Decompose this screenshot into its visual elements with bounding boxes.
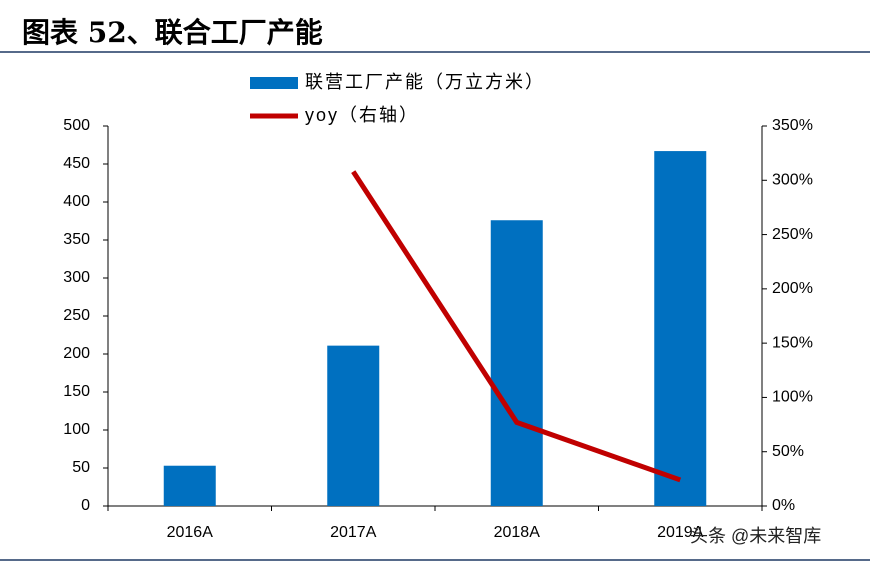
y2-tick-label: 300% — [772, 172, 813, 189]
y2-tick-label: 100% — [772, 389, 813, 406]
watermark: 头条 @未来智库 — [690, 526, 821, 546]
y2-tick-label: 200% — [772, 280, 813, 297]
bar — [327, 345, 380, 506]
y-tick-label: 400 — [63, 193, 90, 210]
y-tick-label: 500 — [63, 117, 90, 134]
y-tick-label: 350 — [63, 231, 90, 248]
y2-tick-label: 150% — [772, 334, 813, 351]
y2-tick-label: 50% — [772, 443, 804, 460]
chart-title: 图表 52、联合工厂产能 — [22, 16, 323, 49]
legend-label: yoy（右轴） — [305, 105, 419, 125]
y2-tick-label: 0% — [772, 497, 795, 514]
x-tick-label: 2018A — [494, 524, 541, 541]
y-tick-label: 450 — [63, 155, 90, 172]
x-tick-label: 2016A — [167, 524, 214, 541]
y-tick-label: 100 — [63, 421, 90, 438]
y2-tick-label: 250% — [772, 226, 813, 243]
y2-tick-label: 350% — [772, 117, 813, 134]
line — [351, 170, 682, 483]
x-tick-label: 2019A — [657, 524, 704, 541]
legend-label: 联营工厂产能（万立方米） — [305, 72, 545, 92]
x-tick-label: 2017A — [330, 524, 377, 541]
y-tick-label: 250 — [63, 307, 90, 324]
bar — [490, 220, 543, 507]
bar — [163, 465, 216, 506]
y-tick-label: 200 — [63, 345, 90, 362]
y-tick-label: 50 — [72, 459, 90, 476]
y-tick-label: 150 — [63, 383, 90, 400]
bar — [654, 151, 707, 506]
y-tick-label: 0 — [81, 497, 90, 514]
legend-swatch — [250, 77, 298, 89]
y-tick-label: 300 — [63, 269, 90, 286]
